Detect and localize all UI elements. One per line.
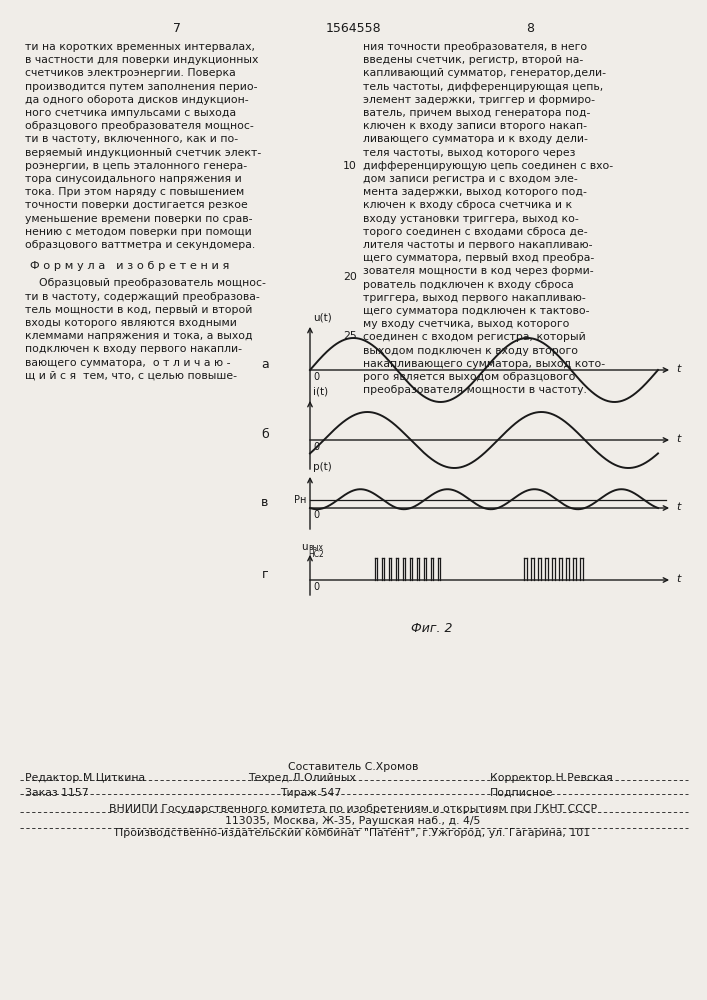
Text: мента задержки, выход которого под-: мента задержки, выход которого под- (363, 187, 587, 197)
Text: клеммами напряжения и тока, а выход: клеммами напряжения и тока, а выход (25, 331, 252, 341)
Text: рователь подключен к входу сброса: рователь подключен к входу сброса (363, 280, 574, 290)
Text: 7: 7 (173, 22, 181, 35)
Text: ливающего сумматора и к входу дели-: ливающего сумматора и к входу дели- (363, 134, 588, 144)
Text: соединен с входом регистра, который: соединен с входом регистра, который (363, 332, 586, 342)
Text: Производственно-издательский комбинат "Патент", г.Ужгород, ул. Гагарина, 101: Производственно-издательский комбинат "П… (115, 828, 590, 838)
Text: торого соединен с входами сброса де-: торого соединен с входами сброса де- (363, 227, 588, 237)
Text: уменьшение времени поверки по срав-: уменьшение времени поверки по срав- (25, 214, 252, 224)
Text: щего сумматора подключен к тактово-: щего сумматора подключен к тактово- (363, 306, 590, 316)
Text: триггера, выход первого накапливаю-: триггера, выход первого накапливаю- (363, 293, 586, 303)
Text: ти в частоту, содержащий преобразова-: ти в частоту, содержащий преобразова- (25, 292, 259, 302)
Text: дифференцирующую цепь соединен с вхо-: дифференцирующую цепь соединен с вхо- (363, 161, 613, 171)
Text: 25: 25 (343, 331, 357, 341)
Text: лителя частоты и первого накапливаю-: лителя частоты и первого накапливаю- (363, 240, 592, 250)
Text: ния точности преобразователя, в него: ния точности преобразователя, в него (363, 42, 587, 52)
Text: 0: 0 (313, 442, 319, 452)
Text: 0: 0 (313, 582, 319, 592)
Text: u(t): u(t) (313, 312, 332, 322)
Text: ключен к входу записи второго накап-: ключен к входу записи второго накап- (363, 121, 587, 131)
Text: Корректор Н.Ревская: Корректор Н.Ревская (490, 773, 613, 783)
Text: щ и й с я  тем, что, с целью повыше-: щ и й с я тем, что, с целью повыше- (25, 371, 237, 381)
Text: вающего сумматора,  о т л и ч а ю -: вающего сумматора, о т л и ч а ю - (25, 358, 230, 368)
Text: ключен к входу сброса счетчика и к: ключен к входу сброса счетчика и к (363, 200, 572, 210)
Text: Составитель С.Хромов: Составитель С.Хромов (288, 762, 418, 772)
Text: НС2: НС2 (308, 550, 324, 559)
Text: дом записи регистра и с входом эле-: дом записи регистра и с входом эле- (363, 174, 578, 184)
Text: входы которого являются входными: входы которого являются входными (25, 318, 237, 328)
Text: производится путем заполнения перио-: производится путем заполнения перио- (25, 82, 257, 92)
Text: t: t (676, 502, 680, 512)
Text: 113035, Москва, Ж-35, Раушская наб., д. 4/5: 113035, Москва, Ж-35, Раушская наб., д. … (226, 816, 481, 826)
Text: t: t (676, 434, 680, 444)
Text: t: t (676, 574, 680, 584)
Text: Pн: Pн (293, 495, 306, 505)
Text: Редактор М.Циткина: Редактор М.Циткина (25, 773, 145, 783)
Text: p(t): p(t) (313, 462, 332, 472)
Text: 20: 20 (343, 272, 357, 282)
Text: Подписное: Подписное (490, 788, 554, 798)
Text: щего сумматора, первый вход преобра-: щего сумматора, первый вход преобра- (363, 253, 595, 263)
Text: Тираж 547: Тираж 547 (280, 788, 341, 798)
Text: Заказ 1157: Заказ 1157 (25, 788, 88, 798)
Text: подключен к входу первого накапли-: подключен к входу первого накапли- (25, 344, 242, 354)
Text: тель частоты, дифференцирующая цепь,: тель частоты, дифференцирующая цепь, (363, 82, 603, 92)
Text: роэнергии, в цепь эталонного генера-: роэнергии, в цепь эталонного генера- (25, 161, 247, 171)
Text: выходом подключен к входу второго: выходом подключен к входу второго (363, 346, 578, 356)
Text: капливающий сумматор, генератор,дели-: капливающий сумматор, генератор,дели- (363, 68, 606, 78)
Text: i(t): i(t) (313, 386, 328, 396)
Text: ти на коротких временных интервалах,: ти на коротких временных интервалах, (25, 42, 255, 52)
Text: Техред Л.Олийных: Техред Л.Олийных (248, 773, 356, 783)
Text: образцового преобразователя мощнос-: образцового преобразователя мощнос- (25, 121, 254, 131)
Text: ВНИИПИ Государственного комитета по изобретениям и открытиям при ГКНТ СССР: ВНИИПИ Государственного комитета по изоб… (109, 804, 597, 814)
Text: му входу счетчика, выход которого: му входу счетчика, выход которого (363, 319, 569, 329)
Text: зователя мощности в код через форми-: зователя мощности в код через форми- (363, 266, 594, 276)
Text: рого является выходом образцового: рого является выходом образцового (363, 372, 575, 382)
Text: 1564558: 1564558 (325, 22, 381, 35)
Text: образцового ваттметра и секундомера.: образцового ваттметра и секундомера. (25, 240, 255, 250)
Text: 0: 0 (313, 372, 319, 382)
Text: входу установки триггера, выход ко-: входу установки триггера, выход ко- (363, 214, 579, 224)
Text: введены счетчик, регистр, второй на-: введены счетчик, регистр, второй на- (363, 55, 583, 65)
Text: 0: 0 (313, 510, 319, 520)
Text: нению с методом поверки при помощи: нению с методом поверки при помощи (25, 227, 252, 237)
Text: 10: 10 (343, 161, 357, 171)
Text: теля частоты, выход которого через: теля частоты, выход которого через (363, 148, 575, 158)
Text: 8: 8 (526, 22, 534, 35)
Text: г: г (262, 568, 269, 580)
Text: да одного оборота дисков индукцион-: да одного оборота дисков индукцион- (25, 95, 249, 105)
Text: тока. При этом наряду с повышением: тока. При этом наряду с повышением (25, 187, 244, 197)
Text: б: б (261, 428, 269, 440)
Text: u: u (301, 542, 308, 552)
Text: элемент задержки, триггер и формиро-: элемент задержки, триггер и формиро- (363, 95, 595, 105)
Text: тора синусоидального напряжения и: тора синусоидального напряжения и (25, 174, 242, 184)
Text: Ф о р м у л а   и з о б р е т е н и я: Ф о р м у л а и з о б р е т е н и я (30, 261, 229, 271)
Text: t: t (676, 364, 680, 374)
Text: точности поверки достигается резкое: точности поверки достигается резкое (25, 200, 247, 210)
Text: ватель, причем выход генератора под-: ватель, причем выход генератора под- (363, 108, 590, 118)
Text: а: а (261, 358, 269, 370)
Text: в частности для поверки индукционных: в частности для поверки индукционных (25, 55, 258, 65)
Text: ти в частоту, включенного, как и по-: ти в частоту, включенного, как и по- (25, 134, 238, 144)
Text: накапливающего сумматора, выход кото-: накапливающего сумматора, выход кото- (363, 359, 605, 369)
Text: веряемый индукционный счетчик элект-: веряемый индукционный счетчик элект- (25, 148, 262, 158)
Text: Фиг. 2: Фиг. 2 (411, 622, 452, 635)
Text: ного счетчика импульсами с выхода: ного счетчика импульсами с выхода (25, 108, 236, 118)
Text: счетчиков электроэнергии. Поверка: счетчиков электроэнергии. Поверка (25, 68, 235, 78)
Text: тель мощности в код, первый и второй: тель мощности в код, первый и второй (25, 305, 252, 315)
Text: в: в (262, 495, 269, 508)
Text: вых: вых (308, 543, 323, 552)
Text: Образцовый преобразователь мощнос-: Образцовый преобразователь мощнос- (25, 278, 266, 288)
Text: преобразователя мощности в частоту.: преобразователя мощности в частоту. (363, 385, 587, 395)
